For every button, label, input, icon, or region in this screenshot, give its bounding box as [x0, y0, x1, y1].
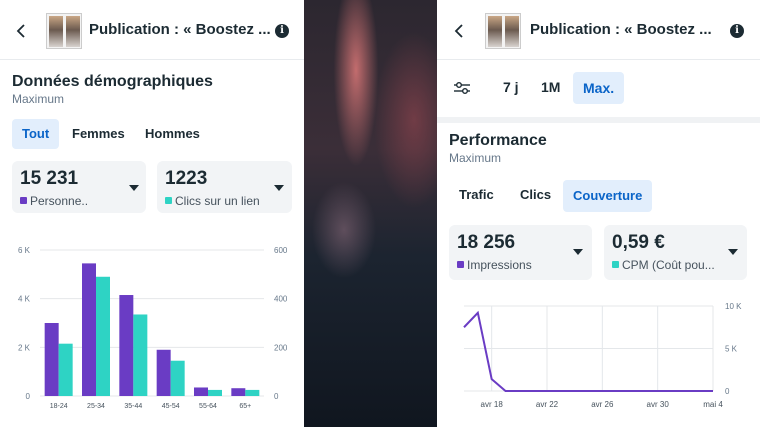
y-right-tick-label: 0	[274, 392, 279, 401]
chevron-down-icon[interactable]	[728, 249, 738, 255]
x-tick-label: avr 26	[591, 400, 614, 409]
post-thumbnail	[485, 13, 521, 49]
tab-femmes[interactable]: Femmes	[72, 126, 125, 141]
info-icon[interactable]: i	[730, 24, 744, 38]
bar-clicks	[58, 343, 73, 396]
y-left-tick-label: 0	[26, 392, 31, 401]
x-tick-label: 65+	[239, 403, 251, 410]
section-title: Performance	[449, 132, 547, 149]
bar-people	[44, 323, 59, 396]
x-tick-label: avr 30	[647, 400, 670, 409]
page-title: Publication : « Boostez ...	[89, 21, 271, 38]
y-left-tick-label: 6 K	[18, 246, 31, 255]
legend-swatch	[165, 197, 172, 204]
metric-label: Impressions	[467, 258, 532, 272]
metric-label: Clics sur un lien	[175, 194, 260, 208]
y-right-tick-label: 400	[274, 295, 288, 304]
y-left-tick-label: 2 K	[18, 343, 31, 352]
tab-hommes[interactable]: Hommes	[145, 126, 200, 141]
metric-label: CPM (Coût pou...	[622, 258, 715, 272]
section-subtitle: Maximum	[12, 92, 65, 106]
bar-people	[231, 388, 246, 396]
right-header: Publication : « Boostez ... i	[437, 0, 760, 60]
x-tick-label: 55-64	[199, 403, 217, 410]
range-tab-7j[interactable]: 7 j	[503, 79, 519, 95]
x-tick-label: avr 18	[481, 400, 504, 409]
bar-clicks	[208, 389, 222, 396]
x-tick-label: 25-34	[87, 403, 105, 410]
bar-people	[82, 263, 96, 396]
performance-line-chart: 0 5 K 10 K avr 18 avr 22 avr 26 avr 30 mai 4	[463, 302, 742, 409]
metric-card-clicks[interactable]: 1223 Clics sur un lien	[157, 161, 292, 213]
right-panel: Publication : « Boostez ... i 7 j 1M Max…	[437, 0, 760, 427]
range-tab-1m[interactable]: 1M	[541, 79, 561, 95]
x-tick-label: 18-24	[50, 403, 68, 410]
page-title: Publication : « Boostez ...	[530, 21, 712, 38]
chevron-down-icon[interactable]	[129, 185, 139, 191]
bar-people	[156, 349, 171, 396]
range-tab-max[interactable]: Max.	[573, 72, 625, 104]
chevron-down-icon[interactable]	[274, 185, 284, 191]
metric-value: 1223	[165, 168, 208, 189]
tab-tout[interactable]: Tout	[12, 119, 60, 149]
back-arrow-icon[interactable]	[452, 22, 466, 40]
info-icon[interactable]: i	[275, 24, 289, 38]
legend-swatch	[457, 261, 464, 268]
left-panel: Publication : « Boostez ... i Données dé…	[0, 0, 304, 427]
section-subtitle: Maximum	[449, 151, 502, 165]
metric-label: Personne..	[30, 194, 89, 208]
legend-swatch	[20, 197, 27, 204]
section-title: Données démographiques	[12, 73, 213, 90]
divider	[437, 117, 760, 123]
demographics-bar-chart: 0 2 K 4 K 6 K 0 200 400 600 18-24 25-34 35-44 45-54…	[18, 246, 288, 410]
bar-clicks	[133, 314, 148, 396]
tab-trafic[interactable]: Trafic	[459, 187, 494, 202]
bar-clicks	[96, 276, 110, 396]
tab-clics[interactable]: Clics	[520, 187, 552, 202]
y-right-tick-label: 200	[274, 343, 288, 352]
y-right-tick-label: 10 K	[725, 302, 742, 311]
y-right-tick-label: 0	[725, 387, 730, 396]
filter-sliders-icon[interactable]	[451, 78, 473, 98]
metric-value: 0,59 €	[612, 232, 665, 253]
metric-value: 18 256	[457, 232, 516, 253]
background-photo	[304, 0, 437, 427]
y-right-tick-label: 600	[274, 246, 288, 255]
bar-people	[194, 387, 208, 396]
chevron-down-icon[interactable]	[573, 249, 583, 255]
y-right-tick-label: 5 K	[725, 345, 738, 354]
left-header: Publication : « Boostez ... i	[0, 0, 304, 60]
line-impressions	[463, 310, 713, 392]
metric-value: 15 231	[20, 168, 79, 189]
metric-card-impressions[interactable]: 18 256 Impressions	[449, 225, 592, 280]
metric-card-cpm[interactable]: 0,59 € CPM (Coût pou...	[604, 225, 747, 280]
x-tick-label: 35-44	[124, 403, 142, 410]
x-tick-label: 45-54	[162, 403, 180, 410]
legend-swatch	[612, 261, 619, 268]
bar-clicks	[245, 389, 260, 396]
bar-clicks	[170, 360, 185, 396]
y-left-tick-label: 4 K	[18, 295, 31, 304]
bar-people	[119, 295, 134, 396]
post-thumbnail	[46, 13, 82, 49]
x-tick-label: mai 4	[703, 400, 723, 409]
metric-card-people[interactable]: 15 231 Personne..	[12, 161, 146, 213]
x-tick-label: avr 22	[536, 400, 559, 409]
back-arrow-icon[interactable]	[14, 22, 28, 40]
tab-couverture[interactable]: Couverture	[563, 180, 653, 212]
